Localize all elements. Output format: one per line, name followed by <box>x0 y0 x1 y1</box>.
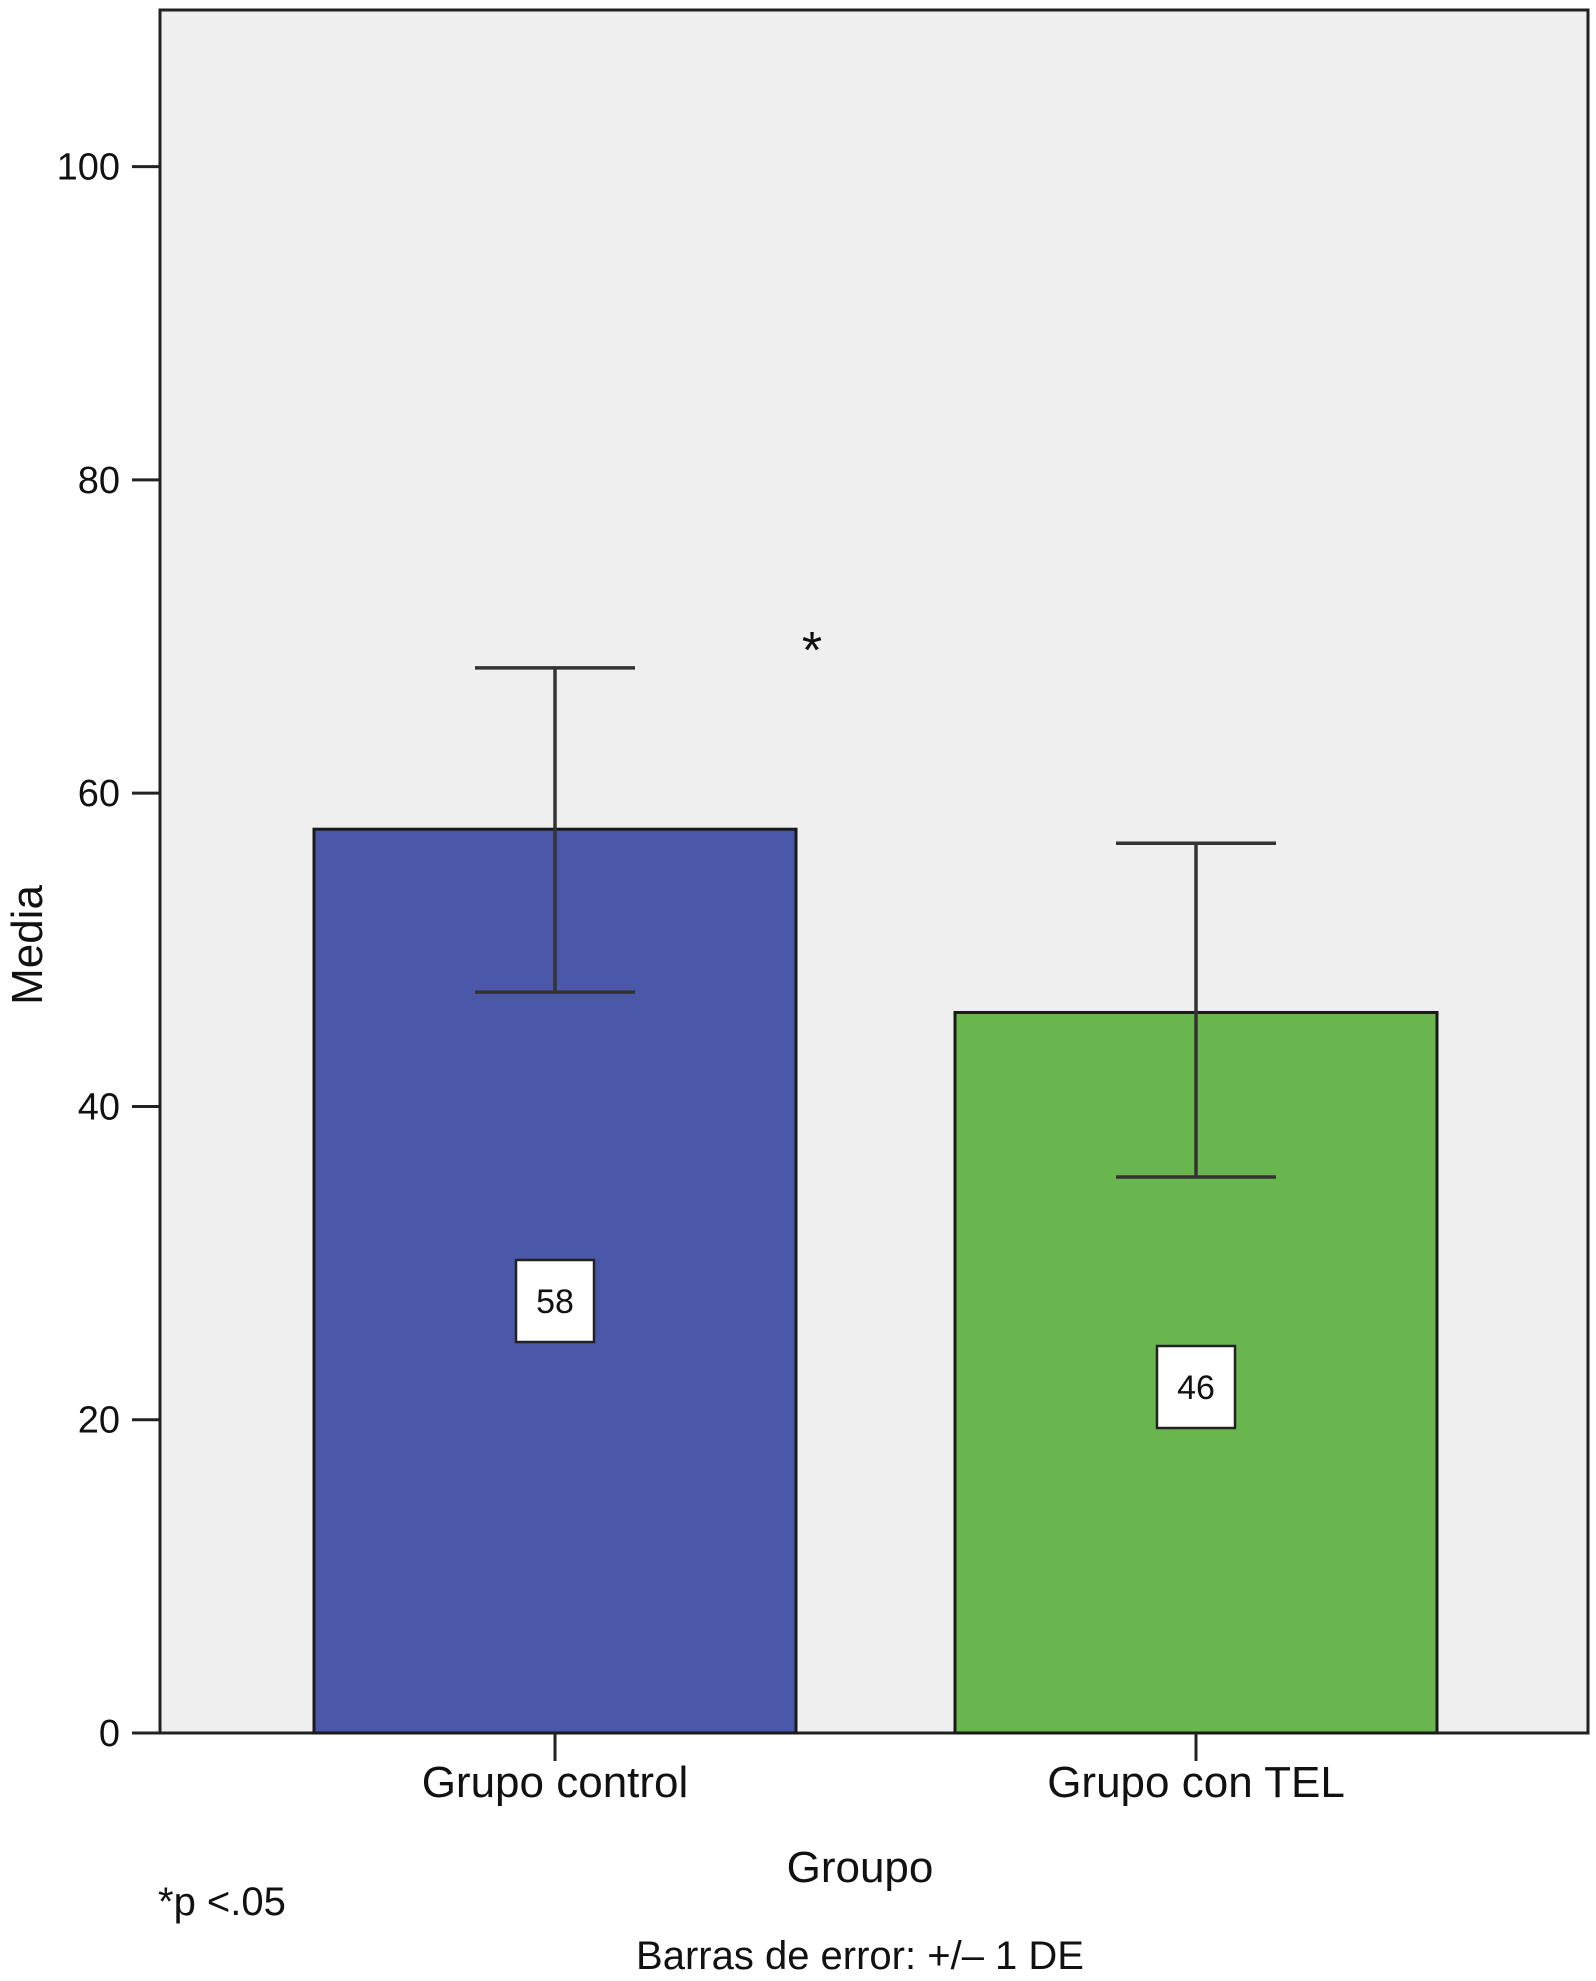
y-tick-label: 20 <box>78 1400 120 1442</box>
y-axis-title: Media <box>3 885 52 1005</box>
y-tick-label: 40 <box>78 1086 120 1128</box>
data-label-box <box>514 1258 596 1344</box>
x-axis-title: Groupo <box>787 1843 934 1892</box>
significance-footnote: *p <.05 <box>158 1880 286 1924</box>
data-labels-group: 58 46 <box>514 1258 1237 1430</box>
data-label-1: 58 <box>514 1258 596 1344</box>
error-bars-group <box>475 666 1276 1179</box>
error-bar-1 <box>475 666 635 994</box>
data-label-2: 46 <box>1155 1344 1237 1430</box>
y-tick-label: 100 <box>57 147 120 189</box>
y-tick-label: 0 <box>99 1713 120 1755</box>
y-tick-label: 60 <box>78 773 120 815</box>
data-label-text: 58 <box>536 1283 574 1321</box>
error-bar-note: Barras de error: +/– 1 DE <box>636 1934 1084 1978</box>
data-label-box <box>1155 1344 1237 1430</box>
significance-marker: * <box>802 622 822 680</box>
y-axis: 0 20 40 60 80 100 <box>57 147 160 1755</box>
y-tick-label: 80 <box>78 460 120 502</box>
x-category-label: Grupo control <box>422 1758 689 1807</box>
x-axis: Grupo control Grupo con TEL <box>422 1733 1345 1807</box>
x-category-label: Grupo con TEL <box>1047 1758 1345 1807</box>
data-label-text: 46 <box>1177 1369 1215 1407</box>
error-bar-2 <box>1116 841 1276 1179</box>
